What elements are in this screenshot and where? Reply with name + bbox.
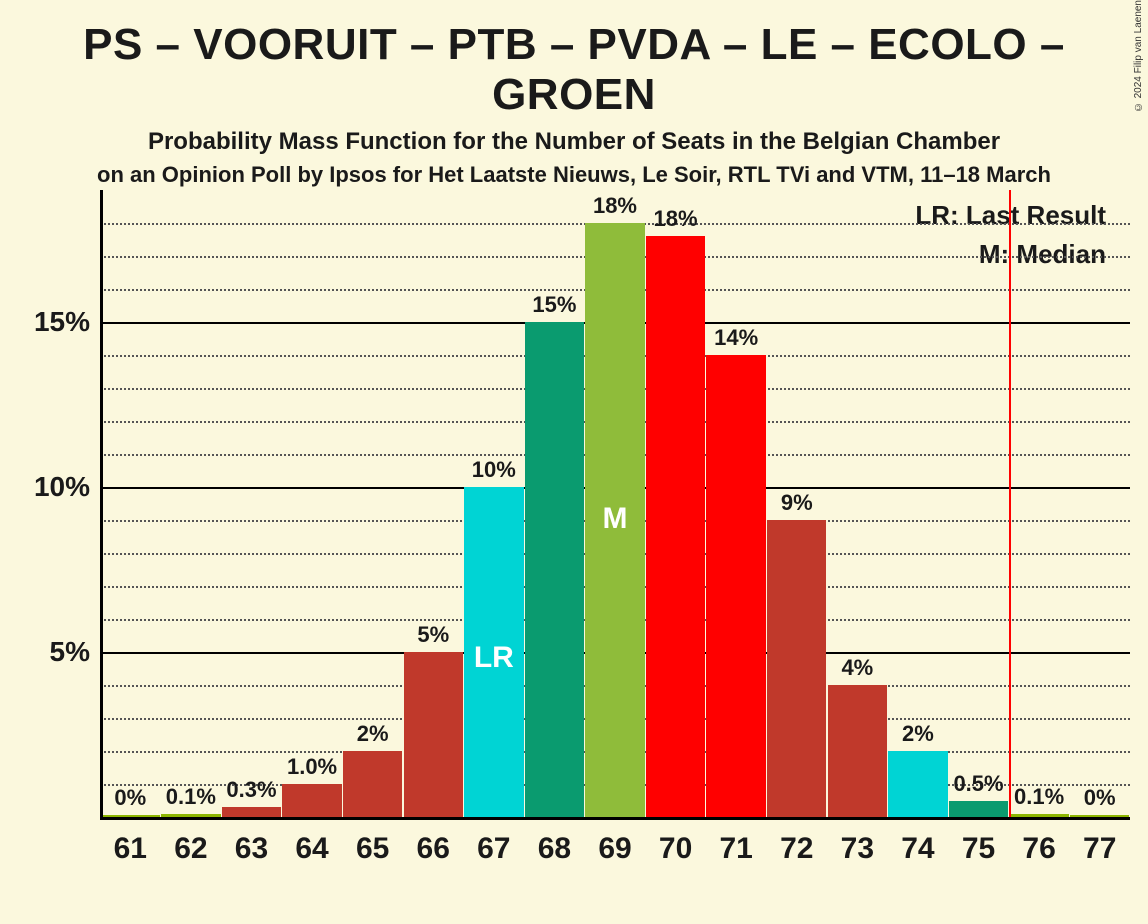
- chart-title: PS – VOORUIT – PTB – PVDA – LE – ECOLO –…: [0, 0, 1148, 120]
- bar: 14%: [706, 355, 765, 817]
- y-tick-label: 10%: [34, 471, 90, 503]
- bar-value-label: 0.1%: [1009, 784, 1068, 810]
- x-tick-label: 68: [538, 832, 571, 866]
- bar-value-label: 5%: [404, 622, 463, 648]
- x-tick-label: 69: [598, 832, 631, 866]
- bar-value-label: 2%: [888, 721, 947, 747]
- x-tick-label: 77: [1083, 832, 1116, 866]
- chart-subtitle-1: Probability Mass Function for the Number…: [0, 128, 1148, 156]
- y-tick-label: 15%: [34, 306, 90, 338]
- bar-value-label: 15%: [525, 292, 584, 318]
- x-tick-label: 66: [417, 832, 450, 866]
- bar: 2%: [888, 751, 947, 817]
- x-tick-label: 72: [780, 832, 813, 866]
- x-axis-labels: 61 62 63 64 65 66 67 68 69 70 71 72 73 74 75 76 77: [100, 832, 1130, 872]
- x-tick-label: 70: [659, 832, 692, 866]
- bar-value-label: 1.0%: [282, 754, 341, 780]
- y-tick-label: 5%: [50, 636, 90, 668]
- chart-subtitle-2: on an Opinion Poll by Ipsos for Het Laat…: [0, 162, 1148, 188]
- bar: 18%: [646, 236, 705, 817]
- majority-line: [1009, 190, 1011, 820]
- bar-inner-label: M: [585, 502, 644, 536]
- bar-value-label: 0.5%: [949, 771, 1008, 797]
- bar: 2%: [343, 751, 402, 817]
- bar-value-label: 2%: [343, 721, 402, 747]
- x-tick-label: 67: [477, 832, 510, 866]
- bar-value-label: 4%: [828, 655, 887, 681]
- x-axis: [100, 817, 1130, 820]
- x-tick-label: 76: [1022, 832, 1055, 866]
- bars-container: 0%0.1%0.3%1.0%2%5%10%LR15%18%M18%14%9%4%…: [100, 190, 1130, 817]
- x-tick-label: 75: [962, 832, 995, 866]
- x-tick-label: 61: [114, 832, 147, 866]
- bar-value-label: 0%: [1070, 785, 1129, 811]
- x-tick-label: 71: [719, 832, 752, 866]
- bar-value-label: 0.1%: [161, 784, 220, 810]
- x-tick-label: 73: [841, 832, 874, 866]
- copyright-text: © 2024 Filip van Laenen: [1133, 0, 1144, 112]
- bar: 18%M: [585, 223, 644, 817]
- bar: 5%: [404, 652, 463, 817]
- bar: 10%LR: [464, 487, 523, 817]
- x-tick-label: 63: [235, 832, 268, 866]
- bar: 0.5%: [949, 801, 1008, 818]
- bar: 15%: [525, 322, 584, 817]
- bar-inner-label: LR: [464, 641, 523, 675]
- y-axis: [100, 190, 103, 820]
- bar: 9%: [767, 520, 826, 817]
- x-tick-label: 62: [174, 832, 207, 866]
- bar-value-label: 0.3%: [222, 777, 281, 803]
- x-tick-label: 64: [295, 832, 328, 866]
- chart-area: LR: Last Result M: Median 0%0.1%0.3%1.0%…: [100, 190, 1130, 820]
- bar-value-label: 14%: [706, 325, 765, 351]
- bar: 1.0%: [282, 784, 341, 817]
- bar: 4%: [828, 685, 887, 817]
- x-tick-label: 74: [901, 832, 934, 866]
- bar-value-label: 18%: [646, 206, 705, 232]
- bar-value-label: 10%: [464, 457, 523, 483]
- bar-value-label: 0%: [101, 785, 160, 811]
- bar: 0.3%: [222, 807, 281, 817]
- x-tick-label: 65: [356, 832, 389, 866]
- bar-value-label: 9%: [767, 490, 826, 516]
- bar-value-label: 18%: [585, 193, 644, 219]
